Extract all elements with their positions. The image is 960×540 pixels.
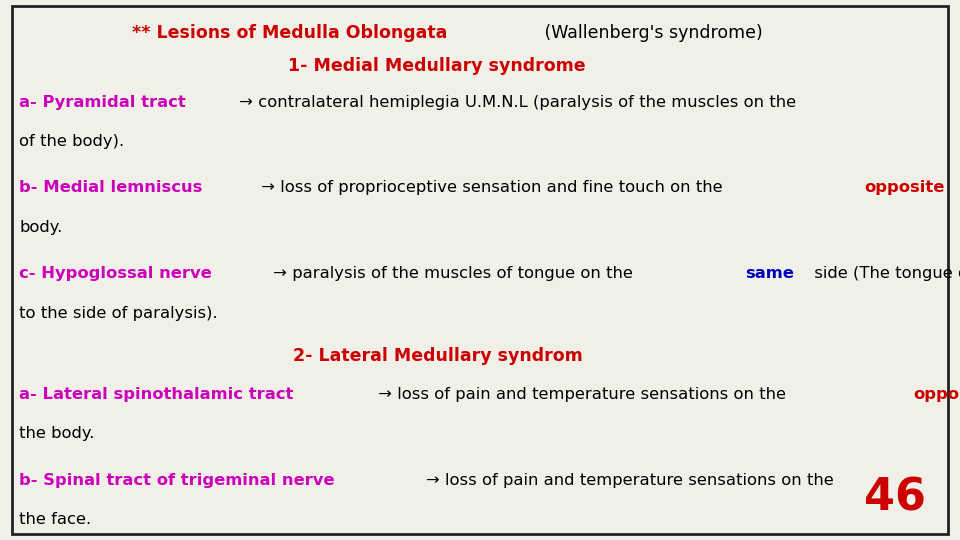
Text: a- Pyramidal tract: a- Pyramidal tract — [19, 94, 186, 110]
Text: side (The tongue deviated: side (The tongue deviated — [808, 266, 960, 281]
Text: ** Lesions of Medulla Oblongata: ** Lesions of Medulla Oblongata — [132, 24, 447, 42]
Text: body.: body. — [19, 220, 62, 235]
Text: a- Lateral spinothalamic tract: a- Lateral spinothalamic tract — [19, 387, 294, 402]
Text: 1- Medial Medullary syndrome: 1- Medial Medullary syndrome — [288, 57, 586, 75]
Text: → loss of pain and temperature sensations on the: → loss of pain and temperature sensation… — [373, 387, 791, 402]
Text: b- Spinal tract of trigeminal nerve: b- Spinal tract of trigeminal nerve — [19, 472, 335, 488]
Text: opposite: opposite — [913, 387, 960, 402]
Text: (Wallenberg's syndrome): (Wallenberg's syndrome) — [540, 24, 763, 42]
Text: → loss of proprioceptive sensation and fine touch on the: → loss of proprioceptive sensation and f… — [255, 180, 728, 195]
Text: of the body).: of the body). — [19, 134, 125, 149]
Text: → paralysis of the muscles of tongue on the: → paralysis of the muscles of tongue on … — [268, 266, 638, 281]
Text: c- Hypoglossal nerve: c- Hypoglossal nerve — [19, 266, 212, 281]
Text: to the side of paralysis).: to the side of paralysis). — [19, 306, 218, 321]
Text: → loss of pain and temperature sensations on the: → loss of pain and temperature sensation… — [426, 472, 839, 488]
Text: same: same — [746, 266, 794, 281]
Text: 46: 46 — [864, 476, 926, 519]
Text: the face.: the face. — [19, 512, 91, 527]
Text: opposite: opposite — [865, 180, 945, 195]
FancyBboxPatch shape — [12, 6, 948, 534]
Text: the body.: the body. — [19, 426, 95, 441]
Text: 2- Lateral Medullary syndrom: 2- Lateral Medullary syndrom — [293, 347, 583, 365]
Text: → contralateral hemiplegia U.M.N.L (paralysis of the muscles on the: → contralateral hemiplegia U.M.N.L (para… — [234, 94, 802, 110]
Text: b- Medial lemniscus: b- Medial lemniscus — [19, 180, 203, 195]
